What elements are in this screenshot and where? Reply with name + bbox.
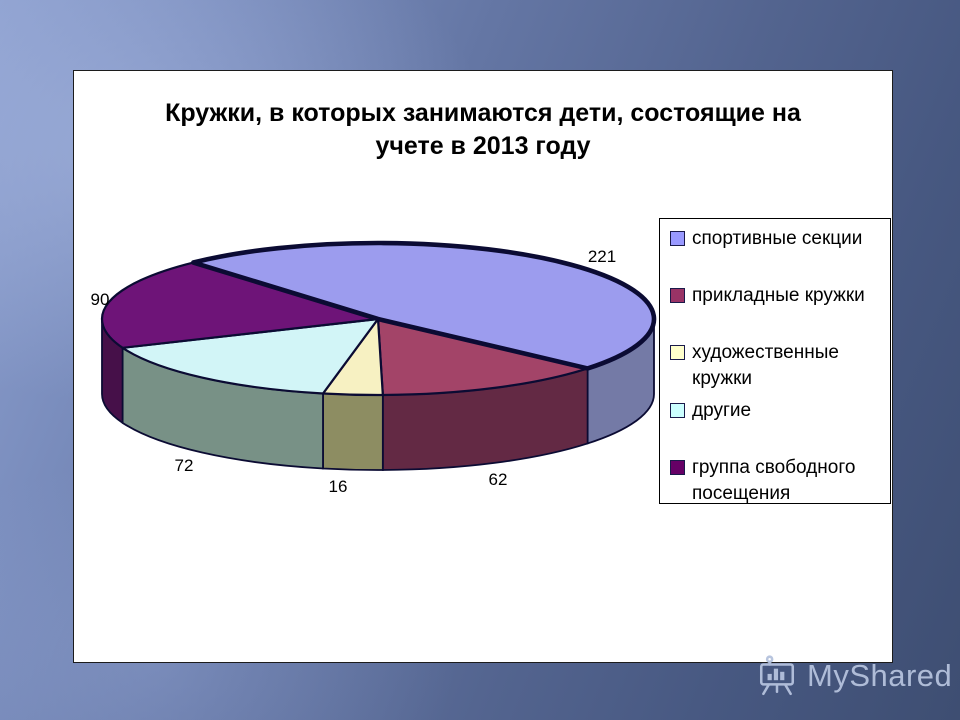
- watermark-text: MyShared: [807, 658, 953, 693]
- legend-label-1: прикладные кружки: [692, 285, 865, 306]
- legend-swatch-2: [670, 345, 685, 360]
- legend-swatch-4: [670, 460, 685, 475]
- pie-data-label-4: 90: [91, 290, 110, 309]
- legend-label-0: спортивные секции: [692, 228, 863, 249]
- chart-panel: Кружки, в которых занимаются дети, состо…: [73, 70, 893, 663]
- legend-item-3: другие: [670, 398, 882, 424]
- legend-swatch-0: [670, 231, 685, 246]
- legend-label-2: художественные кружки: [692, 342, 839, 389]
- pie-slice-3: [121, 317, 380, 395]
- pie-slice-wall-2: [322, 392, 384, 471]
- pie-data-label-3: 72: [175, 456, 194, 475]
- myshared-watermark[interactable]: MyShared: [756, 653, 952, 699]
- pie-slice-1: [376, 317, 589, 397]
- pie-slice-0: [191, 240, 657, 371]
- legend-swatch-1: [670, 288, 685, 303]
- easel-icon: [759, 655, 795, 696]
- legend-item-1: прикладные кружки: [670, 283, 882, 309]
- legend-item-2: художественные кружки: [670, 340, 882, 392]
- chart-title-line-2: учете в 2013 году: [375, 132, 591, 160]
- legend-item-0: спортивные секции: [670, 226, 882, 252]
- pie-data-label-1: 62: [489, 470, 508, 489]
- legend-label-4: группа свободного посещения: [692, 457, 856, 504]
- legend-item-4: группа свободного посещения: [670, 455, 882, 507]
- chart-title: Кружки, в которых занимаются дети, состо…: [74, 97, 892, 163]
- chart-title-line-1: Кружки, в которых занимаются дети, состо…: [165, 99, 801, 127]
- legend-label-3: другие: [692, 400, 752, 421]
- pie-data-label-2: 16: [329, 477, 348, 496]
- chart-legend: спортивные секции прикладные кружки художе…: [659, 218, 891, 504]
- pie-chart: 221 62 16 72 90: [91, 240, 657, 496]
- legend-swatch-3: [670, 403, 685, 418]
- pie-slice-4: [100, 261, 380, 349]
- pie-data-label-0: 221: [588, 247, 616, 266]
